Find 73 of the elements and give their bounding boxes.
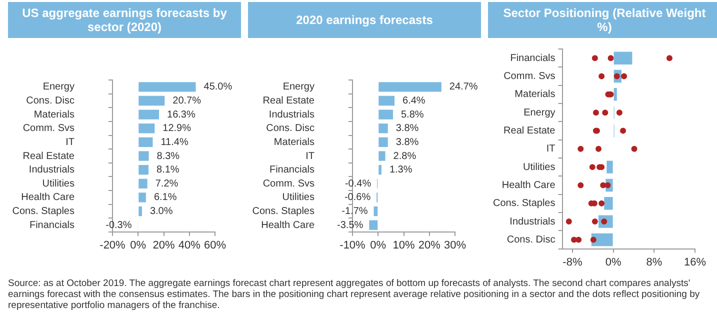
data-label: 16.3%	[167, 109, 196, 120]
x-tick-label: -8%	[562, 256, 582, 268]
y-tick-label: Financials	[510, 52, 556, 64]
data-label: -0.6%	[344, 192, 371, 204]
data-label: 6.1%	[154, 192, 177, 204]
x-tick-label: 20%	[152, 240, 175, 252]
y-tick-label: Materials	[274, 136, 314, 148]
data-label: 20.7%	[172, 95, 202, 106]
data-label: 7.2%	[155, 178, 178, 190]
y-tick-label: Industrials	[268, 109, 314, 120]
y-tick-label: Energy	[42, 82, 74, 93]
y-tick-label: Industrials	[28, 164, 74, 176]
data-label: 3.8%	[396, 136, 419, 148]
y-tick-label: IT	[306, 150, 314, 162]
x-tick-label: 60%	[204, 240, 226, 252]
y-tick-label: Cons. Staples	[252, 206, 314, 218]
y-tick-label: Financials	[29, 220, 74, 231]
data-label: 1.3%	[389, 164, 412, 176]
y-tick-label: IT	[546, 144, 556, 155]
y-tick-label: Cons. Disc	[266, 123, 314, 134]
y-tick-label: Industrials	[510, 216, 556, 228]
y-tick-label: Cons. Disc	[26, 95, 74, 106]
x-tick-label: -20%	[100, 240, 126, 252]
y-tick-label: Comm. Svs	[262, 178, 314, 190]
y-tick-label: Health Care	[502, 180, 556, 191]
data-label: 12.9%	[162, 123, 192, 134]
data-label: 8.1%	[156, 164, 180, 176]
data-label: 8.3%	[156, 150, 180, 162]
chart-title: 2020 earnings forecasts	[248, 2, 481, 38]
y-tick-label: Real Estate	[504, 125, 556, 136]
y-tick-label: Materials	[514, 89, 556, 100]
data-label: -3.5%	[337, 220, 364, 231]
y-tick-label: Real Estate	[262, 95, 315, 106]
y-tick-label: Cons. Staples	[12, 206, 74, 218]
data-label: -0.3%	[106, 220, 132, 231]
data-label: 3.8%	[396, 123, 419, 134]
data-label: -1.7%	[342, 206, 368, 218]
data-label: 5.8%	[400, 109, 424, 120]
data-label: 6.4%	[402, 95, 426, 106]
x-tick-label: 0%	[370, 240, 386, 252]
y-tick-label: Cons. Staples	[492, 198, 556, 210]
x-tick-label: 0%	[605, 256, 622, 268]
y-tick-label: Energy	[524, 107, 556, 118]
y-tick-label: Energy	[282, 82, 314, 93]
x-tick-label: 8%	[646, 256, 662, 268]
data-label: 2.8%	[393, 150, 416, 162]
x-tick-label: 30%	[444, 240, 466, 252]
data-label: 45.0%	[204, 82, 232, 93]
y-tick-label: Comm. Svs	[22, 123, 74, 134]
chart-title: US aggregate earnings forecasts by sector (2020)	[8, 2, 241, 38]
x-tick-label: 0%	[130, 240, 146, 252]
y-tick-label: Utilities	[42, 178, 74, 190]
data-label: -0.4%	[344, 178, 372, 190]
x-tick-label: -10%	[340, 240, 366, 252]
y-tick-label: IT	[66, 136, 74, 148]
data-label: 24.7%	[449, 82, 478, 93]
y-tick-label: Utilities	[523, 162, 556, 173]
y-tick-label: Real Estate	[22, 150, 75, 162]
y-tick-label: Health Care	[261, 220, 315, 231]
y-tick-label: Health Care	[21, 192, 75, 204]
y-tick-label: Cons. Disc	[506, 234, 556, 246]
data-label: 3.0%	[150, 206, 173, 218]
chart-title: Sector Positioning (Relative Weight %)	[488, 2, 717, 38]
x-tick-label: 10%	[392, 240, 415, 252]
data-label: 11.4%	[160, 136, 188, 148]
x-tick-label: 20%	[418, 240, 441, 252]
y-tick-label: Comm. Svs	[504, 70, 556, 82]
source-note: Source: as at October 2019. The aggregate earnings forecast chart represent aggregates of bottom up forecasts of analysts. The second chart compares analysts' earnings forecast with the consensus estimates. The bars in the positioning chart represent average relative positioning in a sector and the dots reflect positioning by representative portfolio managers of the franchise.	[8, 278, 701, 311]
y-tick-label: Financials	[269, 164, 314, 176]
y-tick-label: Utilities	[282, 192, 314, 204]
x-tick-label: 40%	[178, 240, 201, 252]
y-tick-label: Materials	[34, 109, 74, 120]
x-tick-label: 16%	[684, 256, 706, 268]
